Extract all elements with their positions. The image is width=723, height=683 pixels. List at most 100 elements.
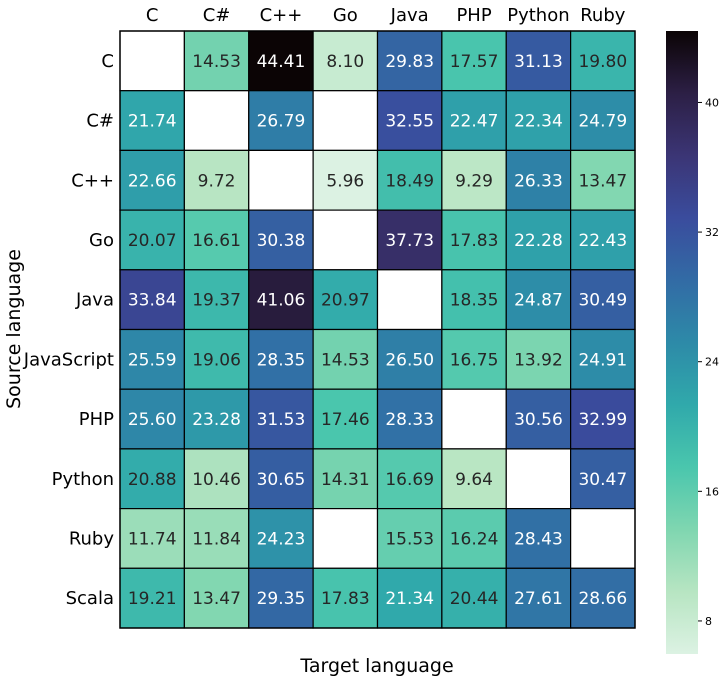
heatmap-cell: [376, 149, 443, 211]
heatmap-cell: [119, 30, 185, 92]
heatmap-cell-label: 24.87: [514, 291, 563, 311]
heatmap-cell-label: 41.06: [257, 291, 306, 311]
heatmap-cell: [376, 269, 443, 331]
heatmap-cell-label: 31.53: [257, 410, 306, 430]
heatmap-cell-label: 22.47: [450, 112, 499, 132]
heatmap-cell: [248, 567, 314, 629]
heatmap-cell: [119, 388, 185, 450]
heatmap-cell-label: 5.96: [326, 171, 364, 191]
heatmap-cell-label: 28.33: [385, 410, 434, 430]
heatmap-cell-label: 18.49: [385, 171, 434, 191]
x-tick-label: C++: [260, 5, 303, 26]
heatmap-cell-label: 8.10: [326, 52, 364, 72]
heatmap-cell-label: 19.06: [192, 350, 241, 370]
heatmap-cell-label: 20.88: [128, 470, 177, 490]
heatmap-cell: [312, 149, 379, 211]
heatmap-cell-label: 16.75: [450, 350, 499, 370]
heatmap-cell: [570, 448, 636, 510]
heatmap-cell-label: 28.66: [578, 589, 627, 609]
heatmap-cell-label: 13.47: [578, 171, 627, 191]
heatmap-cell: [505, 388, 572, 450]
heatmap-cell: [248, 448, 314, 510]
heatmap-cell-label: 19.37: [192, 291, 241, 311]
heatmap-cell: [570, 388, 636, 450]
heatmap-cell: [441, 149, 507, 211]
heatmap-cell-label: 20.44: [450, 589, 499, 609]
x-tick-label: Java: [390, 5, 429, 26]
heatmap-cell-label: 16.24: [450, 529, 499, 549]
y-axis-tick-labels: C C# C++ Go Java JavaScript PHP Python Ruby Scala: [23, 51, 115, 609]
heatmap-cell-label: 16.61: [192, 231, 241, 251]
heatmap-cell-label: 14.31: [321, 470, 370, 490]
heatmap-cell: [376, 567, 443, 629]
heatmap-cell-label: 31.13: [514, 52, 563, 72]
heatmap-cell: [505, 269, 572, 331]
heatmap-cell-label: 24.23: [257, 529, 306, 549]
y-tick-label: Go: [89, 230, 114, 251]
heatmap-cell: [119, 209, 185, 271]
heatmap-cell: [183, 567, 250, 629]
heatmap-cell: [505, 448, 572, 510]
heatmap-cell-label: 20.07: [128, 231, 177, 251]
colorbar-tick-label: 24: [705, 356, 719, 369]
heatmap-cell-label: 16.69: [385, 470, 434, 490]
heatmap-cell-label: 26.33: [514, 171, 563, 191]
colorbar-ticks: 8 16 24 32 40: [698, 96, 719, 628]
heatmap-cell: [570, 328, 636, 390]
heatmap-cell-label: 20.97: [321, 291, 370, 311]
heatmap-cell: [441, 328, 507, 390]
heatmap-cell: [248, 508, 314, 569]
heatmap-cell: [248, 328, 314, 390]
heatmap-cell-label: 21.34: [385, 589, 434, 609]
heatmap-cell-label: 22.28: [514, 231, 563, 251]
heatmap-cell: [505, 149, 572, 211]
heatmap-cell: [441, 30, 507, 92]
x-axis-label: Target language: [299, 655, 453, 677]
heatmap-cell: [376, 209, 443, 271]
heatmap-cell: [505, 567, 572, 629]
heatmap-cell-label: 22.34: [514, 112, 563, 132]
y-tick-label: C++: [71, 170, 114, 191]
heatmap-cell-label: 26.79: [257, 112, 306, 132]
heatmap-cell: [312, 567, 379, 629]
heatmap-cell-label: 29.83: [385, 52, 434, 72]
heatmap-cell-label: 14.53: [321, 350, 370, 370]
heatmap-cell-label: 18.35: [450, 291, 499, 311]
heatmap-cell-label: 30.47: [578, 470, 627, 490]
heatmap-cell-label: 27.61: [514, 589, 563, 609]
heatmap-cell-label: 24.91: [578, 350, 627, 370]
y-tick-label: PHP: [79, 409, 114, 430]
y-tick-label: JavaScript: [23, 349, 114, 370]
colorbar-tick-label: 32: [705, 226, 719, 239]
heatmap-cell-label: 21.74: [128, 112, 177, 132]
heatmap-cell-label: 9.64: [455, 470, 493, 490]
heatmap-cell-label: 30.49: [578, 291, 627, 311]
colorbar-tick-label: 40: [705, 96, 719, 109]
heatmap-cell: [570, 30, 636, 92]
heatmap-cell-label: 28.43: [514, 529, 563, 549]
heatmap-cell: [376, 328, 443, 390]
heatmap-cell-label: 24.79: [578, 112, 627, 132]
heatmap-cell-label: 11.84: [192, 529, 241, 549]
heatmap-cell: [183, 90, 250, 151]
heatmap-cell: [505, 328, 572, 390]
x-axis-tick-labels: C C# C++ Go Java PHP Python Ruby: [146, 5, 626, 26]
heatmap-cell: [505, 209, 572, 271]
heatmap-cell-label: 17.83: [450, 231, 499, 251]
colorbar: [666, 31, 698, 654]
heatmap-cell: [376, 508, 443, 569]
x-tick-label: PHP: [456, 5, 491, 26]
heatmap-cell-label: 23.28: [192, 410, 241, 430]
heatmap-cell: [183, 508, 250, 569]
heatmap-cell-label: 32.99: [578, 410, 627, 430]
x-tick-label: Ruby: [580, 5, 626, 26]
heatmap-cell-label: 17.57: [450, 52, 499, 72]
heatmap-cell-label: 22.66: [128, 171, 177, 191]
y-tick-label: C: [101, 51, 114, 72]
heatmap-cell: [376, 448, 443, 510]
heatmap-frame: [119, 30, 636, 629]
heatmap-cell: [441, 90, 507, 151]
heatmap-cell: [312, 269, 379, 331]
colorbar-tick-label: 16: [705, 485, 719, 498]
